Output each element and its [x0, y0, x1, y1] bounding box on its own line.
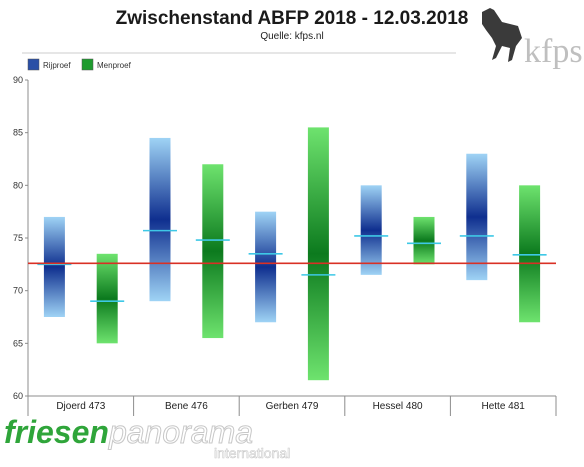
kfps-logo: kfps — [482, 8, 582, 70]
y-tick-label: 90 — [13, 75, 23, 85]
range-bar — [43, 216, 65, 317]
legend-label: Menproef — [97, 61, 132, 70]
chart-title: Zwischenstand ABFP 2018 - 12.03.2018 — [115, 8, 469, 29]
range-bar — [466, 153, 488, 281]
range-bar — [149, 137, 171, 302]
legend-swatch — [81, 58, 94, 71]
range-bar — [202, 164, 224, 339]
y-tick-label: 60 — [13, 391, 23, 401]
x-category-label: Djoerd 473 — [56, 401, 105, 412]
y-tick-label: 85 — [13, 128, 23, 138]
bars — [43, 127, 541, 381]
range-bar — [255, 211, 277, 323]
range-bar — [413, 216, 435, 265]
x-category-label: Hette 481 — [482, 401, 526, 412]
y-tick-label: 75 — [13, 233, 23, 243]
svg-text:friesenpanorama: friesenpanorama — [4, 414, 253, 450]
logo-subtext: international — [214, 445, 290, 461]
axes: 60 65 70 75 80 85 90 Djoerd 473 Bene 476 Gerben 4… — [13, 75, 557, 416]
y-tick-label: 65 — [13, 338, 23, 348]
x-category-label: Bene 476 — [165, 401, 208, 412]
horse-silhouette-icon — [482, 8, 522, 62]
range-bar — [307, 127, 329, 381]
x-category-label: Gerben 479 — [266, 401, 319, 412]
range-bar — [96, 253, 118, 344]
logo-word-panorama: panorama — [108, 414, 253, 450]
kfps-logo-text: kfps — [524, 33, 582, 70]
friesenpanorama-logo: friesenpanorama international — [4, 414, 291, 462]
y-tick-label: 70 — [13, 286, 23, 296]
x-category-label: Hessel 480 — [373, 401, 423, 412]
legend: Rijproef Menproef — [22, 52, 456, 71]
range-bar — [519, 185, 541, 323]
legend-label: Rijproef — [43, 61, 71, 70]
range-bar — [360, 185, 382, 275]
overlay — [28, 229, 556, 303]
logo-word-friesen: friesen — [4, 414, 109, 450]
y-tick-label: 80 — [13, 180, 23, 190]
chart-subtitle: Quelle: kfps.nl — [260, 31, 324, 42]
legend-swatch — [27, 58, 40, 71]
